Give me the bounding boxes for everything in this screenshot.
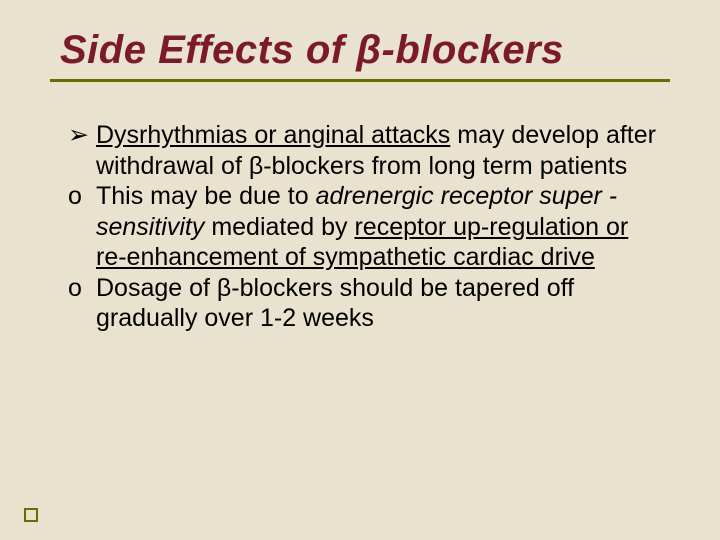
bullet-marker-circle: o — [68, 181, 96, 273]
bullet-item: o Dosage of β-blockers should be tapered… — [68, 273, 662, 334]
text-segment: Dosage of β-blockers should be tapered o… — [96, 274, 574, 333]
bullet-marker-arrow: ➢ — [68, 120, 96, 181]
bullet-text: This may be due to adrenergic receptor s… — [96, 181, 662, 273]
title-underline — [50, 79, 670, 82]
title-wrap: Side Effects of β-blockers — [50, 28, 670, 82]
slide: Side Effects of β-blockers ➢ Dysrhythmia… — [0, 0, 720, 540]
text-segment: This may be due to — [96, 182, 316, 210]
accent-square-icon — [24, 508, 38, 522]
text-segment: Dysrhythmias or anginal attacks — [96, 121, 450, 149]
text-segment: mediated by — [204, 213, 354, 241]
bullet-marker-circle: o — [68, 273, 96, 334]
content-area: ➢ Dysrhythmias or anginal attacks may de… — [50, 90, 670, 334]
bullet-text: Dosage of β-blockers should be tapered o… — [96, 273, 662, 334]
bullet-item: o This may be due to adrenergic receptor… — [68, 181, 662, 273]
bullet-item: ➢ Dysrhythmias or anginal attacks may de… — [68, 120, 662, 181]
slide-title: Side Effects of β-blockers — [50, 28, 670, 79]
bullet-text: Dysrhythmias or anginal attacks may deve… — [96, 120, 662, 181]
